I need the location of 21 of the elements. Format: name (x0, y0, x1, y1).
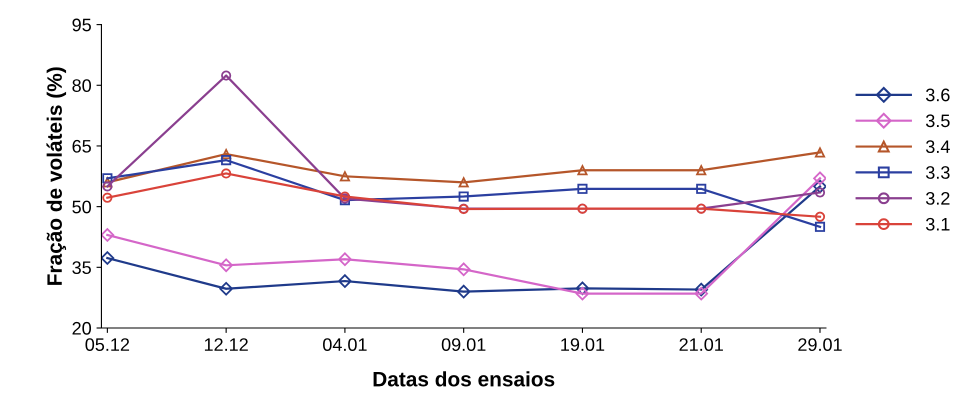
y-tick-label: 95 (72, 18, 91, 32)
legend-label: 3.5 (926, 114, 950, 128)
y-tick-label: 65 (72, 140, 91, 153)
x-tick-label: 19.01 (561, 338, 604, 351)
x-tick-label: 29.01 (798, 338, 842, 351)
legend-label: 3.6 (926, 88, 950, 102)
x-tick-label: 05.12 (85, 338, 130, 351)
y-tick-label: 80 (72, 79, 92, 92)
legend-label: 3.4 (926, 140, 950, 154)
y-tick-label: 20 (72, 322, 92, 335)
x-tick-label: 09.01 (442, 338, 486, 351)
y-axis-title: Fração de voláteis (%) (46, 67, 66, 285)
x-tick-label: 21.01 (680, 338, 723, 351)
x-tick-label: 12.12 (204, 338, 248, 351)
y-tick-label: 35 (72, 261, 91, 274)
y-tick-label: 50 (72, 200, 92, 214)
x-axis-title: Datas dos ensaios (374, 371, 554, 387)
legend-label: 3.1 (926, 218, 950, 231)
legend-label: 3.3 (926, 166, 950, 179)
legend-label: 3.2 (926, 192, 950, 205)
x-tick-label: 04.01 (323, 338, 367, 351)
